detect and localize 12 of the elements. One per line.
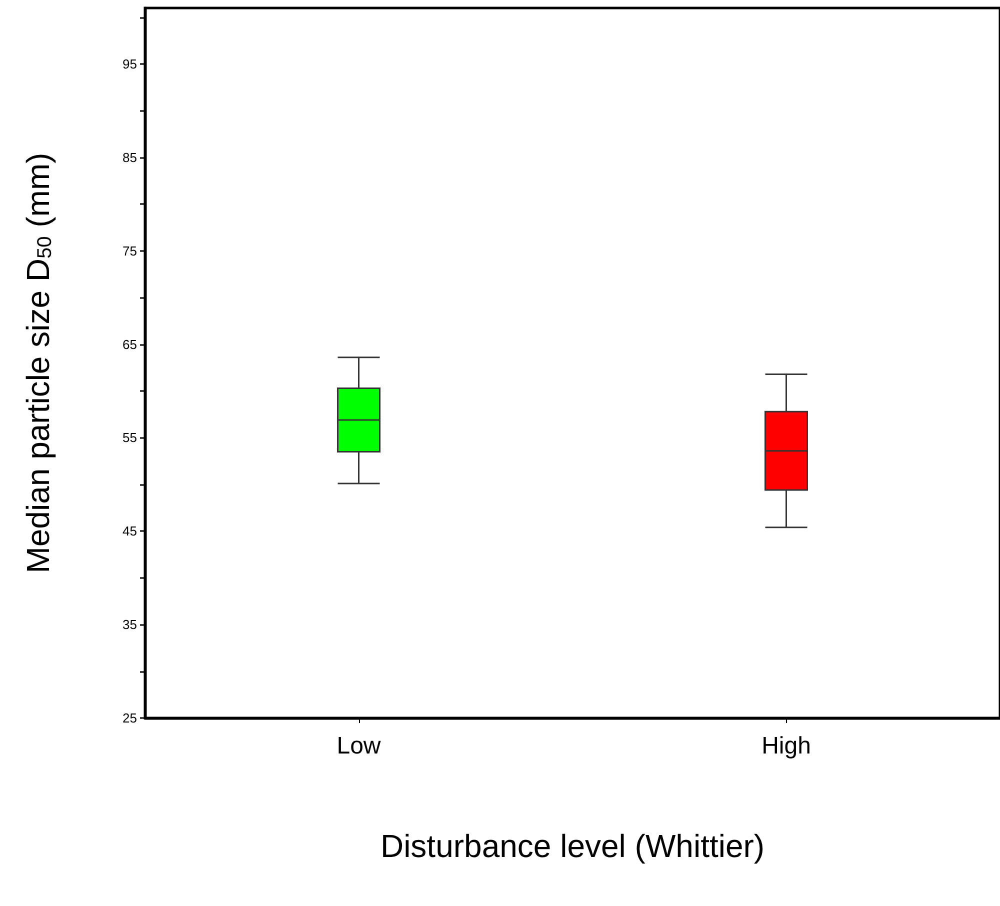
y-tick-label: 65	[122, 336, 137, 352]
y-tick-label: 75	[122, 243, 137, 258]
y-axis-title: Median particle size D50 (mm)	[20, 152, 56, 574]
y-tick-label: 85	[122, 150, 137, 165]
x-axis-title: Disturbance level (Whittier)	[380, 828, 765, 864]
x-tick-label: Low	[336, 732, 382, 760]
y-tick-label: 45	[122, 524, 137, 539]
y-tick-label: 95	[122, 56, 137, 72]
y-tick-label: 25	[122, 710, 137, 726]
y-tick-label: 55	[122, 430, 137, 446]
x-tick-label: High	[762, 732, 811, 760]
y-tick-label: 35	[122, 617, 137, 632]
